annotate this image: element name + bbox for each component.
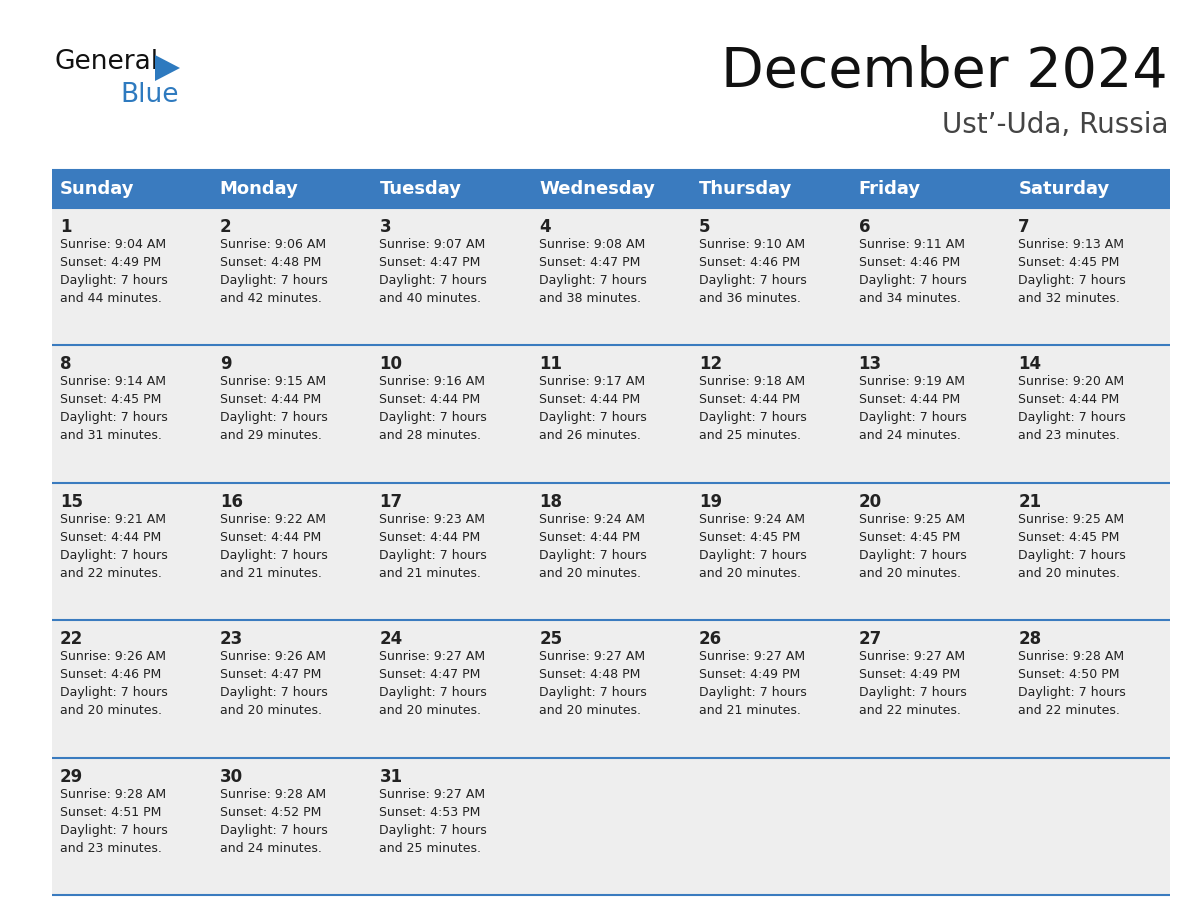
Text: 30: 30	[220, 767, 242, 786]
Text: 14: 14	[1018, 355, 1042, 374]
Text: 11: 11	[539, 355, 562, 374]
Text: Wednesday: Wednesday	[539, 180, 655, 198]
Text: Sunrise: 9:28 AM
Sunset: 4:50 PM
Daylight: 7 hours
and 22 minutes.: Sunrise: 9:28 AM Sunset: 4:50 PM Dayligh…	[1018, 650, 1126, 717]
Text: Sunrise: 9:27 AM
Sunset: 4:49 PM
Daylight: 7 hours
and 22 minutes.: Sunrise: 9:27 AM Sunset: 4:49 PM Dayligh…	[859, 650, 966, 717]
Text: 24: 24	[379, 630, 403, 648]
Text: Sunrise: 9:24 AM
Sunset: 4:44 PM
Daylight: 7 hours
and 20 minutes.: Sunrise: 9:24 AM Sunset: 4:44 PM Dayligh…	[539, 513, 647, 580]
Text: Sunrise: 9:22 AM
Sunset: 4:44 PM
Daylight: 7 hours
and 21 minutes.: Sunrise: 9:22 AM Sunset: 4:44 PM Dayligh…	[220, 513, 328, 580]
Text: Sunrise: 9:25 AM
Sunset: 4:45 PM
Daylight: 7 hours
and 20 minutes.: Sunrise: 9:25 AM Sunset: 4:45 PM Dayligh…	[859, 513, 966, 580]
Text: Monday: Monday	[220, 180, 298, 198]
Text: Sunrise: 9:17 AM
Sunset: 4:44 PM
Daylight: 7 hours
and 26 minutes.: Sunrise: 9:17 AM Sunset: 4:44 PM Dayligh…	[539, 375, 647, 442]
Text: Sunrise: 9:16 AM
Sunset: 4:44 PM
Daylight: 7 hours
and 28 minutes.: Sunrise: 9:16 AM Sunset: 4:44 PM Dayligh…	[379, 375, 487, 442]
Bar	[52, 621, 1170, 757]
Text: 5: 5	[699, 218, 710, 236]
Bar	[52, 345, 1170, 483]
Text: Ust’-Uda, Russia: Ust’-Uda, Russia	[942, 111, 1168, 139]
Text: 19: 19	[699, 493, 722, 510]
Text: Tuesday: Tuesday	[379, 180, 461, 198]
Text: 18: 18	[539, 493, 562, 510]
Text: 1: 1	[61, 218, 71, 236]
Text: Sunrise: 9:11 AM
Sunset: 4:46 PM
Daylight: 7 hours
and 34 minutes.: Sunrise: 9:11 AM Sunset: 4:46 PM Dayligh…	[859, 238, 966, 305]
Text: Sunrise: 9:27 AM
Sunset: 4:47 PM
Daylight: 7 hours
and 20 minutes.: Sunrise: 9:27 AM Sunset: 4:47 PM Dayligh…	[379, 650, 487, 717]
Text: Sunday: Sunday	[61, 180, 134, 198]
Text: 20: 20	[859, 493, 881, 510]
Text: Sunrise: 9:28 AM
Sunset: 4:51 PM
Daylight: 7 hours
and 23 minutes.: Sunrise: 9:28 AM Sunset: 4:51 PM Dayligh…	[61, 788, 168, 855]
Text: General: General	[55, 49, 159, 75]
Text: Sunrise: 9:08 AM
Sunset: 4:47 PM
Daylight: 7 hours
and 38 minutes.: Sunrise: 9:08 AM Sunset: 4:47 PM Dayligh…	[539, 238, 647, 305]
Bar	[52, 208, 1170, 345]
Text: 29: 29	[61, 767, 83, 786]
Text: 26: 26	[699, 630, 722, 648]
Text: Sunrise: 9:26 AM
Sunset: 4:47 PM
Daylight: 7 hours
and 20 minutes.: Sunrise: 9:26 AM Sunset: 4:47 PM Dayligh…	[220, 650, 328, 717]
Text: Friday: Friday	[859, 180, 921, 198]
Text: Thursday: Thursday	[699, 180, 792, 198]
Text: Sunrise: 9:10 AM
Sunset: 4:46 PM
Daylight: 7 hours
and 36 minutes.: Sunrise: 9:10 AM Sunset: 4:46 PM Dayligh…	[699, 238, 807, 305]
Text: 16: 16	[220, 493, 242, 510]
Text: Sunrise: 9:20 AM
Sunset: 4:44 PM
Daylight: 7 hours
and 23 minutes.: Sunrise: 9:20 AM Sunset: 4:44 PM Dayligh…	[1018, 375, 1126, 442]
Text: Blue: Blue	[120, 82, 178, 108]
Bar	[52, 483, 1170, 621]
Bar	[52, 757, 1170, 895]
Text: 6: 6	[859, 218, 870, 236]
Text: 23: 23	[220, 630, 244, 648]
Text: Sunrise: 9:26 AM
Sunset: 4:46 PM
Daylight: 7 hours
and 20 minutes.: Sunrise: 9:26 AM Sunset: 4:46 PM Dayligh…	[61, 650, 168, 717]
Text: Sunrise: 9:15 AM
Sunset: 4:44 PM
Daylight: 7 hours
and 29 minutes.: Sunrise: 9:15 AM Sunset: 4:44 PM Dayligh…	[220, 375, 328, 442]
Text: Sunrise: 9:21 AM
Sunset: 4:44 PM
Daylight: 7 hours
and 22 minutes.: Sunrise: 9:21 AM Sunset: 4:44 PM Dayligh…	[61, 513, 168, 580]
Bar	[52, 170, 1170, 208]
Text: Sunrise: 9:19 AM
Sunset: 4:44 PM
Daylight: 7 hours
and 24 minutes.: Sunrise: 9:19 AM Sunset: 4:44 PM Dayligh…	[859, 375, 966, 442]
Text: 15: 15	[61, 493, 83, 510]
Text: 27: 27	[859, 630, 881, 648]
Text: Sunrise: 9:27 AM
Sunset: 4:53 PM
Daylight: 7 hours
and 25 minutes.: Sunrise: 9:27 AM Sunset: 4:53 PM Dayligh…	[379, 788, 487, 855]
Text: Sunrise: 9:14 AM
Sunset: 4:45 PM
Daylight: 7 hours
and 31 minutes.: Sunrise: 9:14 AM Sunset: 4:45 PM Dayligh…	[61, 375, 168, 442]
Text: Saturday: Saturday	[1018, 180, 1110, 198]
Text: Sunrise: 9:23 AM
Sunset: 4:44 PM
Daylight: 7 hours
and 21 minutes.: Sunrise: 9:23 AM Sunset: 4:44 PM Dayligh…	[379, 513, 487, 580]
Text: Sunrise: 9:24 AM
Sunset: 4:45 PM
Daylight: 7 hours
and 20 minutes.: Sunrise: 9:24 AM Sunset: 4:45 PM Dayligh…	[699, 513, 807, 580]
Text: 3: 3	[379, 218, 391, 236]
Text: 12: 12	[699, 355, 722, 374]
Text: Sunrise: 9:27 AM
Sunset: 4:48 PM
Daylight: 7 hours
and 20 minutes.: Sunrise: 9:27 AM Sunset: 4:48 PM Dayligh…	[539, 650, 647, 717]
Text: December 2024: December 2024	[721, 45, 1168, 99]
Text: 25: 25	[539, 630, 562, 648]
Text: 10: 10	[379, 355, 403, 374]
Polygon shape	[154, 55, 181, 81]
Text: 28: 28	[1018, 630, 1042, 648]
Text: 13: 13	[859, 355, 881, 374]
Text: Sunrise: 9:18 AM
Sunset: 4:44 PM
Daylight: 7 hours
and 25 minutes.: Sunrise: 9:18 AM Sunset: 4:44 PM Dayligh…	[699, 375, 807, 442]
Text: Sunrise: 9:28 AM
Sunset: 4:52 PM
Daylight: 7 hours
and 24 minutes.: Sunrise: 9:28 AM Sunset: 4:52 PM Dayligh…	[220, 788, 328, 855]
Text: 22: 22	[61, 630, 83, 648]
Text: 31: 31	[379, 767, 403, 786]
Text: Sunrise: 9:13 AM
Sunset: 4:45 PM
Daylight: 7 hours
and 32 minutes.: Sunrise: 9:13 AM Sunset: 4:45 PM Dayligh…	[1018, 238, 1126, 305]
Text: Sunrise: 9:04 AM
Sunset: 4:49 PM
Daylight: 7 hours
and 44 minutes.: Sunrise: 9:04 AM Sunset: 4:49 PM Dayligh…	[61, 238, 168, 305]
Text: 8: 8	[61, 355, 71, 374]
Text: 4: 4	[539, 218, 551, 236]
Text: 7: 7	[1018, 218, 1030, 236]
Text: 9: 9	[220, 355, 232, 374]
Text: Sunrise: 9:07 AM
Sunset: 4:47 PM
Daylight: 7 hours
and 40 minutes.: Sunrise: 9:07 AM Sunset: 4:47 PM Dayligh…	[379, 238, 487, 305]
Text: 2: 2	[220, 218, 232, 236]
Text: Sunrise: 9:27 AM
Sunset: 4:49 PM
Daylight: 7 hours
and 21 minutes.: Sunrise: 9:27 AM Sunset: 4:49 PM Dayligh…	[699, 650, 807, 717]
Text: 17: 17	[379, 493, 403, 510]
Text: Sunrise: 9:06 AM
Sunset: 4:48 PM
Daylight: 7 hours
and 42 minutes.: Sunrise: 9:06 AM Sunset: 4:48 PM Dayligh…	[220, 238, 328, 305]
Text: 21: 21	[1018, 493, 1042, 510]
Text: Sunrise: 9:25 AM
Sunset: 4:45 PM
Daylight: 7 hours
and 20 minutes.: Sunrise: 9:25 AM Sunset: 4:45 PM Dayligh…	[1018, 513, 1126, 580]
